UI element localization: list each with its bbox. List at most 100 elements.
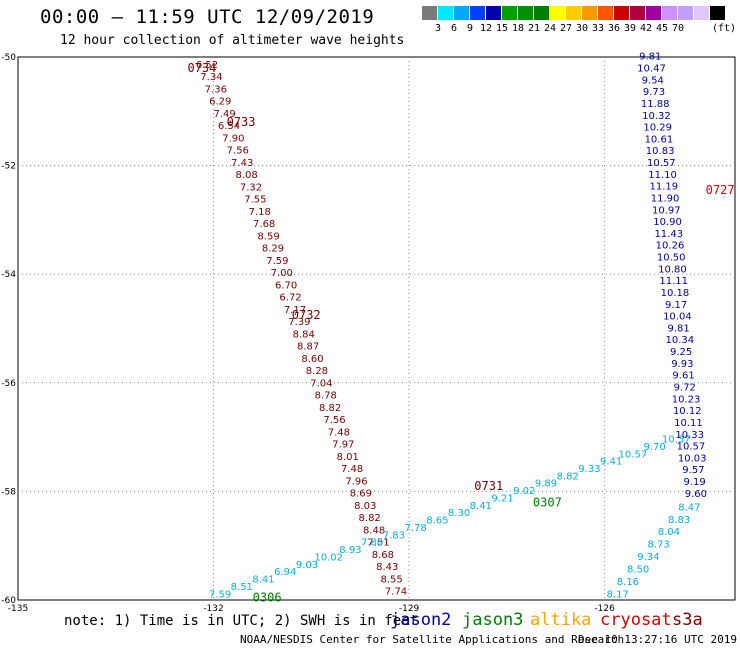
- wave-height-label: 6.54: [218, 121, 240, 132]
- wave-height-label: 7.97: [332, 440, 354, 451]
- pass-time-label: 0732: [292, 308, 321, 322]
- pass-time-label: 0734: [187, 61, 216, 75]
- wave-height-label: 10.90: [653, 217, 682, 228]
- lat-tick-label: -52: [1, 162, 16, 172]
- lon-tick-label: -126: [594, 604, 615, 614]
- wave-height-label: 8.47: [678, 502, 700, 513]
- wave-height-label: 8.82: [359, 513, 381, 524]
- wave-height-label: 7.36: [205, 84, 227, 95]
- legend-label: 33: [591, 23, 605, 34]
- wave-height-label: 6.70: [275, 280, 297, 291]
- wave-height-label: 7.56: [323, 415, 345, 426]
- legend-label: 12: [479, 23, 493, 34]
- legend-swatch: [518, 6, 533, 20]
- wave-height-label: 7.48: [341, 464, 363, 475]
- satellite-legend-cryosat: cryosat: [600, 610, 672, 630]
- wave-height-label: 10.57: [677, 442, 706, 453]
- wave-height-label: 8.48: [363, 525, 385, 536]
- wave-height-label: 9.03: [296, 560, 318, 571]
- wave-height-label: 7.80: [361, 538, 383, 549]
- wave-height-label: 9.93: [671, 359, 693, 370]
- satellite-legend-altika: altika: [530, 610, 592, 630]
- pass-time-label: 0733: [227, 115, 256, 129]
- legend-label: 30: [575, 23, 589, 34]
- wave-height-label: 8.16: [617, 577, 639, 588]
- legend-label: 9: [466, 23, 474, 34]
- wave-height-label: 11.10: [648, 170, 677, 181]
- wave-height-label: 9.60: [685, 489, 707, 500]
- legend-swatch: [662, 6, 677, 20]
- wave-height-label: 7.32: [240, 182, 262, 193]
- wave-height-label: 7.04: [310, 378, 332, 389]
- wave-height-label: 7.74: [385, 587, 407, 598]
- legend-label: 27: [559, 23, 573, 34]
- wave-height-label: 8.59: [257, 231, 279, 242]
- wave-height-label: 8.41: [470, 501, 492, 512]
- wave-height-label: 9.72: [674, 383, 696, 394]
- legend-label: 24: [543, 23, 557, 34]
- wave-height-label: 8.78: [315, 391, 337, 402]
- legend-swatch: [486, 6, 501, 20]
- wave-height-label: 8.30: [448, 508, 470, 519]
- legend-swatch: [582, 6, 597, 20]
- wave-height-label: 10.47: [637, 64, 666, 75]
- legend-swatch: [454, 6, 469, 20]
- wave-height-label: 7.90: [222, 133, 244, 144]
- wave-height-label: 10.02: [314, 552, 343, 563]
- wave-height-label: 7.00: [271, 268, 293, 279]
- wave-height-label: 6.52: [196, 60, 218, 71]
- wave-height-label: 9.33: [578, 464, 600, 475]
- wave-height-label: 8.04: [658, 527, 680, 538]
- legend-label: 70: [671, 23, 685, 34]
- legend-label: 21: [527, 23, 541, 34]
- wave-height-label: 7.39: [288, 317, 310, 328]
- wave-height-label: 8.93: [339, 545, 361, 556]
- legend-swatch: [614, 6, 629, 20]
- page-subtitle: 12 hour collection of altimeter wave hei…: [60, 33, 405, 48]
- legend-label: 18: [511, 23, 525, 34]
- pass-time-label: 0731: [474, 479, 503, 493]
- wave-height-label: 9.25: [670, 347, 692, 358]
- wave-height-label: 8.41: [252, 575, 274, 586]
- wave-height-label: 10.80: [658, 264, 687, 275]
- lat-tick-label: -56: [1, 379, 16, 389]
- wave-height-label: 8.55: [381, 574, 403, 585]
- map-frame: [17, 56, 736, 601]
- wave-height-label: 7.51: [367, 538, 389, 549]
- wave-height-label: 9.34: [637, 552, 659, 563]
- wave-height-label: 8.68: [372, 550, 394, 561]
- legend-swatch: [694, 6, 709, 20]
- wave-height-label: 7.83: [383, 530, 405, 541]
- wave-height-label: 9.54: [642, 75, 664, 86]
- legend-swatch: [710, 6, 725, 20]
- legend-label: 15: [495, 23, 509, 34]
- legend-swatch: [646, 6, 661, 20]
- lon-tick-label: -129: [399, 604, 420, 614]
- generated-timestamp: Dec 10 13:27:16 UTC 2019: [578, 633, 737, 646]
- wave-height-label: 8.28: [306, 366, 328, 377]
- wave-height-label: 7.59: [266, 256, 288, 267]
- wave-height-label: 9.81: [667, 323, 689, 334]
- wave-height-label: 9.70: [643, 442, 665, 453]
- lon-tick-label: -132: [203, 604, 223, 614]
- wave-height-label: 8.17: [607, 589, 629, 600]
- wave-height-label: 9.17: [665, 300, 687, 311]
- wave-height-label: 9.61: [672, 371, 694, 382]
- wave-height-label: 8.01: [337, 452, 359, 463]
- wave-height-label: 10.97: [652, 205, 681, 216]
- wave-height-label: 10.37: [662, 435, 691, 446]
- wave-height-label: 6.29: [209, 97, 231, 108]
- wave-height-label: 9.19: [684, 477, 706, 488]
- lon-tick-label: -135: [8, 604, 28, 614]
- wave-height-label: 11.19: [650, 182, 679, 193]
- wave-height-label: 9.73: [643, 87, 665, 98]
- pass-time-label: 0727: [706, 183, 735, 197]
- wave-height-label: 8.84: [293, 329, 315, 340]
- wave-height-label: 9.21: [491, 493, 513, 504]
- wave-height-label: 10.18: [661, 288, 690, 299]
- wave-height-label: 9.81: [639, 52, 661, 63]
- wave-height-label: 11.90: [651, 193, 680, 204]
- wave-height-label: 6.94: [274, 567, 296, 578]
- wave-height-label: 8.73: [648, 540, 670, 551]
- wave-height-label: 7.78: [404, 523, 426, 534]
